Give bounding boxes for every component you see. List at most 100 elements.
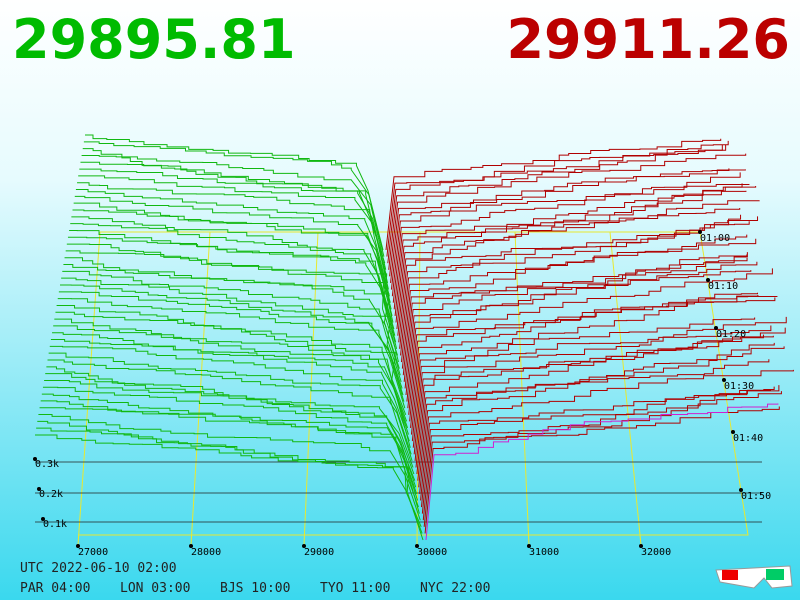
bid-depth-line [72,209,394,323]
clock: BJS 10:00 [220,581,290,596]
ask-depth-line [401,238,757,369]
bid-depth-line [42,386,418,495]
ask-depth-line [419,346,785,494]
ask-depth-line [414,334,764,461]
bid-depth-line [67,236,398,349]
ask-depth-line [402,252,748,376]
bid-depth-line [38,414,421,521]
ask-depth-line [389,153,747,277]
ask-depth-line [404,258,748,389]
ask-depth-line [410,297,776,435]
time-tick [714,326,718,330]
bid-depth-line [82,148,386,264]
ask-depth-line [387,144,727,264]
bid-depth-line [62,270,402,382]
bid-depth-line [71,216,395,330]
bid-depth-line [60,284,404,396]
volume-tick [37,487,41,491]
price-tick [527,544,531,548]
ask-depth-line [400,234,748,363]
price-label: 32000 [641,547,671,558]
bid-depth-line [58,291,405,402]
ask-depth-line [388,140,729,270]
ask-depth-line [393,183,743,310]
bid-depth-line [80,161,388,277]
bid-depth-line [39,407,420,514]
bid-depth-line [37,420,422,528]
ask-depth-line [400,214,742,356]
time-tick [739,488,743,492]
ask-depth-line [385,138,722,251]
bid-depth-line [83,141,385,257]
bid-price: 29895.81 [12,8,296,71]
bid-depth-line [79,168,389,284]
bid-depth-line [57,298,406,409]
clock: LON 03:00 [120,581,190,596]
ask-depth-line [420,369,794,501]
bid-depth-line [63,264,401,376]
time-tick [731,430,735,434]
time-tick [722,378,726,382]
ask-depth-line [415,335,774,468]
bid-depth-line [85,134,384,251]
price-tick [76,544,80,548]
bid-depth-line [69,229,397,343]
volume-label: 0.2k [39,489,63,500]
bid-depth-line [50,339,411,448]
depth-lines [35,134,794,541]
time-tick [706,278,710,282]
bid-depth-line [74,195,392,310]
bid-depth-line [75,189,391,303]
time-label: 01:50 [741,491,771,502]
bid-depth-line [46,366,415,475]
bid-depth-line [61,277,403,389]
bid-depth-line [64,257,400,369]
clock: NYC 22:00 [420,581,490,596]
ask-depth-line [409,292,759,422]
bid-depth-line [77,182,390,297]
time-label: 01:20 [716,329,746,340]
price-label: 28000 [191,547,221,558]
ask-depth-line [392,183,750,303]
bid-depth-line [40,400,419,508]
utc-time: UTC 2022-06-10 02:00 [20,561,177,576]
ask-depth-line [397,208,741,336]
price-tick [302,544,306,548]
ask-depth-line [405,270,752,396]
ask-depth-line [410,294,759,429]
ask-depth-line [413,316,787,455]
bid-depth-line [55,311,408,422]
bid-depth-line [49,345,412,455]
time-label: 01:10 [708,281,738,292]
ask-depth-line [396,200,760,330]
ask-depth-line [403,254,748,382]
bid-depth-line [53,325,409,435]
time-label: 01:00 [700,233,730,244]
volume-label: 0.1k [43,519,67,530]
price-label: 30000 [417,547,447,558]
bid-depth-line [35,434,424,541]
bid-depth-line [54,318,409,429]
price-label: 31000 [529,547,559,558]
price-label: 27000 [78,547,108,558]
clock: PAR 04:00 [20,581,90,596]
ask-price: 29911.26 [506,8,790,71]
bid-depth-line [81,154,387,270]
bid-depth-line [70,223,396,336]
volume-tick [41,517,45,521]
bid-depth-line [66,243,399,356]
ask-depth-line [390,168,730,290]
axis-labels: 27000 28000 29000 30000 31000 32000 01:00 01:10… [33,230,771,558]
ask-depth-line [386,144,723,257]
bid-depth-line [36,427,423,534]
volume-label: 0.3k [35,459,59,470]
ask-depth-line [416,327,786,475]
bid-depth-line [65,250,399,363]
3d-glasses-icon [715,565,793,589]
volume-tick [33,457,37,461]
price-tick [415,544,419,548]
ask-depth-line [406,261,758,402]
ask-depth-line [412,325,772,448]
time-tick [698,230,702,234]
